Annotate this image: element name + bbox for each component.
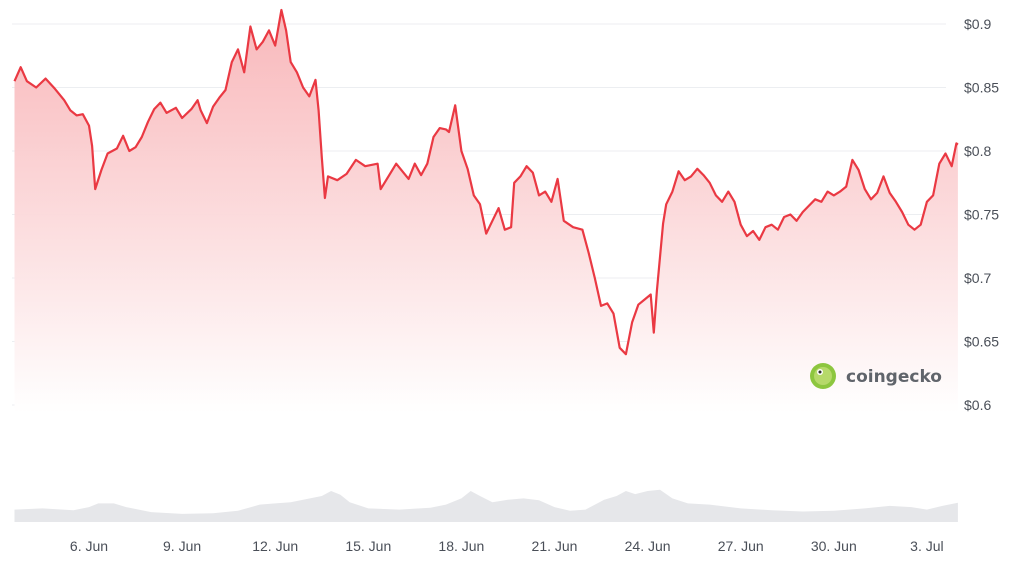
- coingecko-logo-icon: [810, 363, 836, 389]
- y-tick-label: $0.75: [964, 207, 999, 223]
- watermark-text: coingecko: [846, 367, 942, 387]
- price-line-layer: [13, 8, 959, 356]
- price-area: [14, 10, 958, 413]
- x-tick-label: 30. Jun: [811, 538, 857, 554]
- volume-area: [14, 489, 958, 522]
- x-axis: 6. Jun 9. Jun 12. Jun 15. Jun 18. Jun 21. Jun…: [70, 538, 944, 554]
- x-tick-label: 18. Jun: [438, 538, 484, 554]
- watermark: coingecko: [810, 363, 942, 389]
- y-tick-label: $0.65: [964, 334, 999, 350]
- y-tick-label: $0.9: [964, 16, 991, 32]
- x-tick-label: 21. Jun: [532, 538, 578, 554]
- x-tick-label: 24. Jun: [625, 538, 671, 554]
- volume-layer: [14, 489, 958, 522]
- price-line: [13, 8, 959, 356]
- y-axis: $0.9 $0.85 $0.8 $0.75 $0.7 $0.65 $0.6: [964, 16, 999, 413]
- x-tick-label: 3. Jul: [910, 538, 943, 554]
- x-tick-label: 9. Jun: [163, 538, 201, 554]
- x-tick-label: 27. Jun: [718, 538, 764, 554]
- price-area-layer: [14, 10, 958, 413]
- x-tick-label: 15. Jun: [345, 538, 391, 554]
- x-tick-label: 12. Jun: [252, 538, 298, 554]
- y-tick-label: $0.6: [964, 397, 991, 413]
- y-tick-label: $0.8: [964, 143, 991, 159]
- y-tick-label: $0.85: [964, 80, 999, 96]
- x-tick-label: 6. Jun: [70, 538, 108, 554]
- y-tick-label: $0.7: [964, 270, 991, 286]
